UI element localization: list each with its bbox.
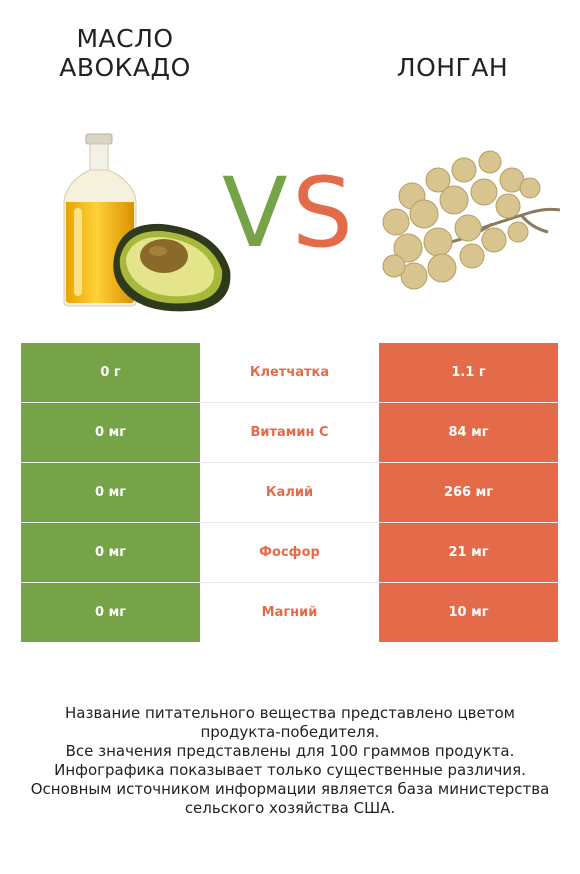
- row-divider: [21, 402, 558, 403]
- left-value: 0 мг: [21, 463, 200, 522]
- footer-notes: Название питательного вещества представл…: [20, 704, 560, 818]
- table-row: 0 мг Фосфор 21 мг: [21, 523, 558, 582]
- left-value: 0 г: [21, 343, 200, 402]
- right-product-title: ЛОНГАН: [396, 53, 509, 82]
- comparison-table: 0 г Клетчатка 1.1 г 0 мг Витамин C 84 мг…: [21, 343, 558, 643]
- avocado-oil-image: [63, 133, 231, 312]
- right-value: 84 мг: [379, 403, 558, 462]
- table-row: 0 г Клетчатка 1.1 г: [21, 343, 558, 402]
- table-row: 0 мг Магний 10 мг: [21, 583, 558, 642]
- row-divider: [21, 522, 558, 523]
- nutrient-name: Калий: [200, 463, 379, 522]
- nutrient-name: Магний: [200, 583, 379, 642]
- right-value: 21 мг: [379, 523, 558, 582]
- left-value: 0 мг: [21, 583, 200, 642]
- right-value: 266 мг: [379, 463, 558, 522]
- footer-line: Инфографика показывает только существенн…: [54, 761, 526, 779]
- footer-line: сельского хозяйства США.: [184, 799, 396, 817]
- left-value: 0 мг: [21, 523, 200, 582]
- row-divider: [21, 462, 558, 463]
- nutrient-name: Фосфор: [200, 523, 379, 582]
- left-product-title: МАСЛО АВОКАДО: [40, 24, 210, 82]
- table-row: 0 мг Калий 266 мг: [21, 463, 558, 522]
- left-product-title-line1: МАСЛО: [76, 24, 174, 53]
- nutrient-name: Витамин C: [200, 403, 379, 462]
- nutrient-name: Клетчатка: [200, 343, 379, 402]
- table-row: 0 мг Витамин C 84 мг: [21, 403, 558, 462]
- vs-letter-s: S: [292, 157, 353, 269]
- right-value: 1.1 г: [379, 343, 558, 402]
- vs-letter-v: V: [222, 157, 288, 269]
- footer-line: Название питательного вещества представл…: [65, 704, 515, 722]
- row-divider: [21, 582, 558, 583]
- footer-line: продукта-победителя.: [200, 723, 380, 741]
- left-product-title-line2: АВОКАДО: [59, 53, 191, 82]
- right-value: 10 мг: [379, 583, 558, 642]
- left-value: 0 мг: [21, 403, 200, 462]
- footer-line: Все значения представлены для 100 граммо…: [65, 742, 515, 760]
- longan-image: [382, 150, 561, 290]
- footer-line: Основным источником информации является …: [30, 780, 550, 798]
